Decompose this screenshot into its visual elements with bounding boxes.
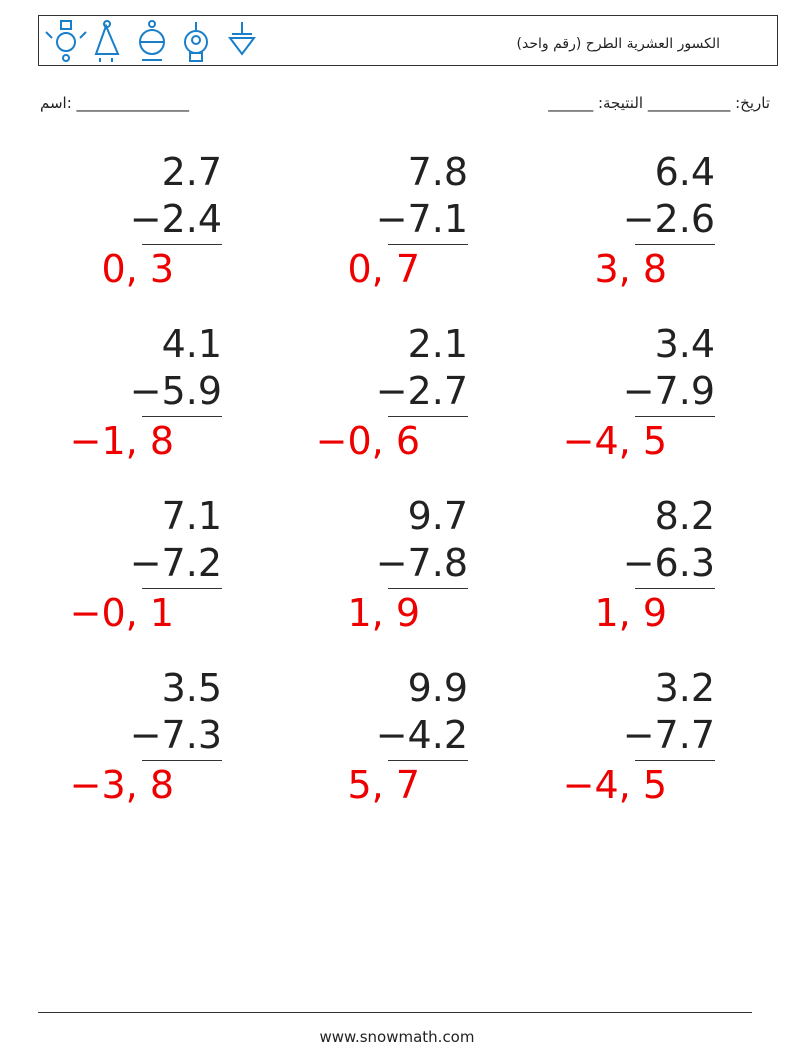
bottom-number: −2.4: [129, 197, 222, 241]
header-box: [38, 15, 778, 66]
bottom-number: −2.6: [622, 197, 715, 241]
answer-rule: [388, 588, 468, 589]
bottom-number: −7.3: [129, 713, 222, 757]
footer-line: [38, 1012, 752, 1013]
header-icons: [45, 20, 256, 62]
bottom-number: −6.3: [622, 541, 715, 585]
answer-rule: [388, 760, 468, 761]
answer-rule: [635, 416, 715, 417]
answer-rule: [635, 760, 715, 761]
answer: −0, 1: [69, 591, 174, 635]
top-number: 4.1: [161, 322, 222, 366]
answer: 0, 3: [101, 247, 174, 291]
answer: 5, 7: [347, 763, 420, 807]
top-number: 2.7: [161, 150, 222, 194]
answer-rule: [142, 244, 222, 245]
footer-url: www.snowmath.com: [319, 1028, 475, 1046]
score-date-field: ______ :تاريخ: ___________ النتيجة: [548, 94, 770, 112]
answer: −1, 8: [69, 419, 174, 463]
title: الكسور العشرية الطرح (رقم واحد): [516, 36, 720, 52]
bottom-number: −7.1: [375, 197, 468, 241]
answer-rule: [388, 416, 468, 417]
top-number: 2.1: [407, 322, 468, 366]
answer: 3, 8: [594, 247, 667, 291]
bottom-number: −2.7: [375, 369, 468, 413]
top-number: 7.1: [161, 494, 222, 538]
bottom-number: −5.9: [129, 369, 222, 413]
bottom-number: −7.2: [129, 541, 222, 585]
answer: 1, 9: [347, 591, 420, 635]
answer: 0, 7: [347, 247, 420, 291]
answer-rule: [142, 588, 222, 589]
bottom-number: −7.9: [622, 369, 715, 413]
bottom-number: −7.8: [375, 541, 468, 585]
bottom-number: −4.2: [375, 713, 468, 757]
top-number: 6.4: [654, 150, 715, 194]
answer-rule: [142, 416, 222, 417]
bottom-number: −7.7: [622, 713, 715, 757]
answer: −4, 5: [562, 763, 667, 807]
answer: −3, 8: [69, 763, 174, 807]
top-number: 3.4: [654, 322, 715, 366]
answer: −0, 6: [315, 419, 420, 463]
answer-rule: [635, 588, 715, 589]
top-number: 9.7: [407, 494, 468, 538]
top-number: 7.8: [407, 150, 468, 194]
top-number: 8.2: [654, 494, 715, 538]
answer-rule: [635, 244, 715, 245]
answer-rule: [388, 244, 468, 245]
name-field: اسم: _______________: [40, 94, 190, 112]
top-number: 3.5: [161, 666, 222, 710]
answer: 1, 9: [594, 591, 667, 635]
answer: −4, 5: [562, 419, 667, 463]
top-number: 3.2: [654, 666, 715, 710]
top-number: 9.9: [407, 666, 468, 710]
answer-rule: [142, 760, 222, 761]
